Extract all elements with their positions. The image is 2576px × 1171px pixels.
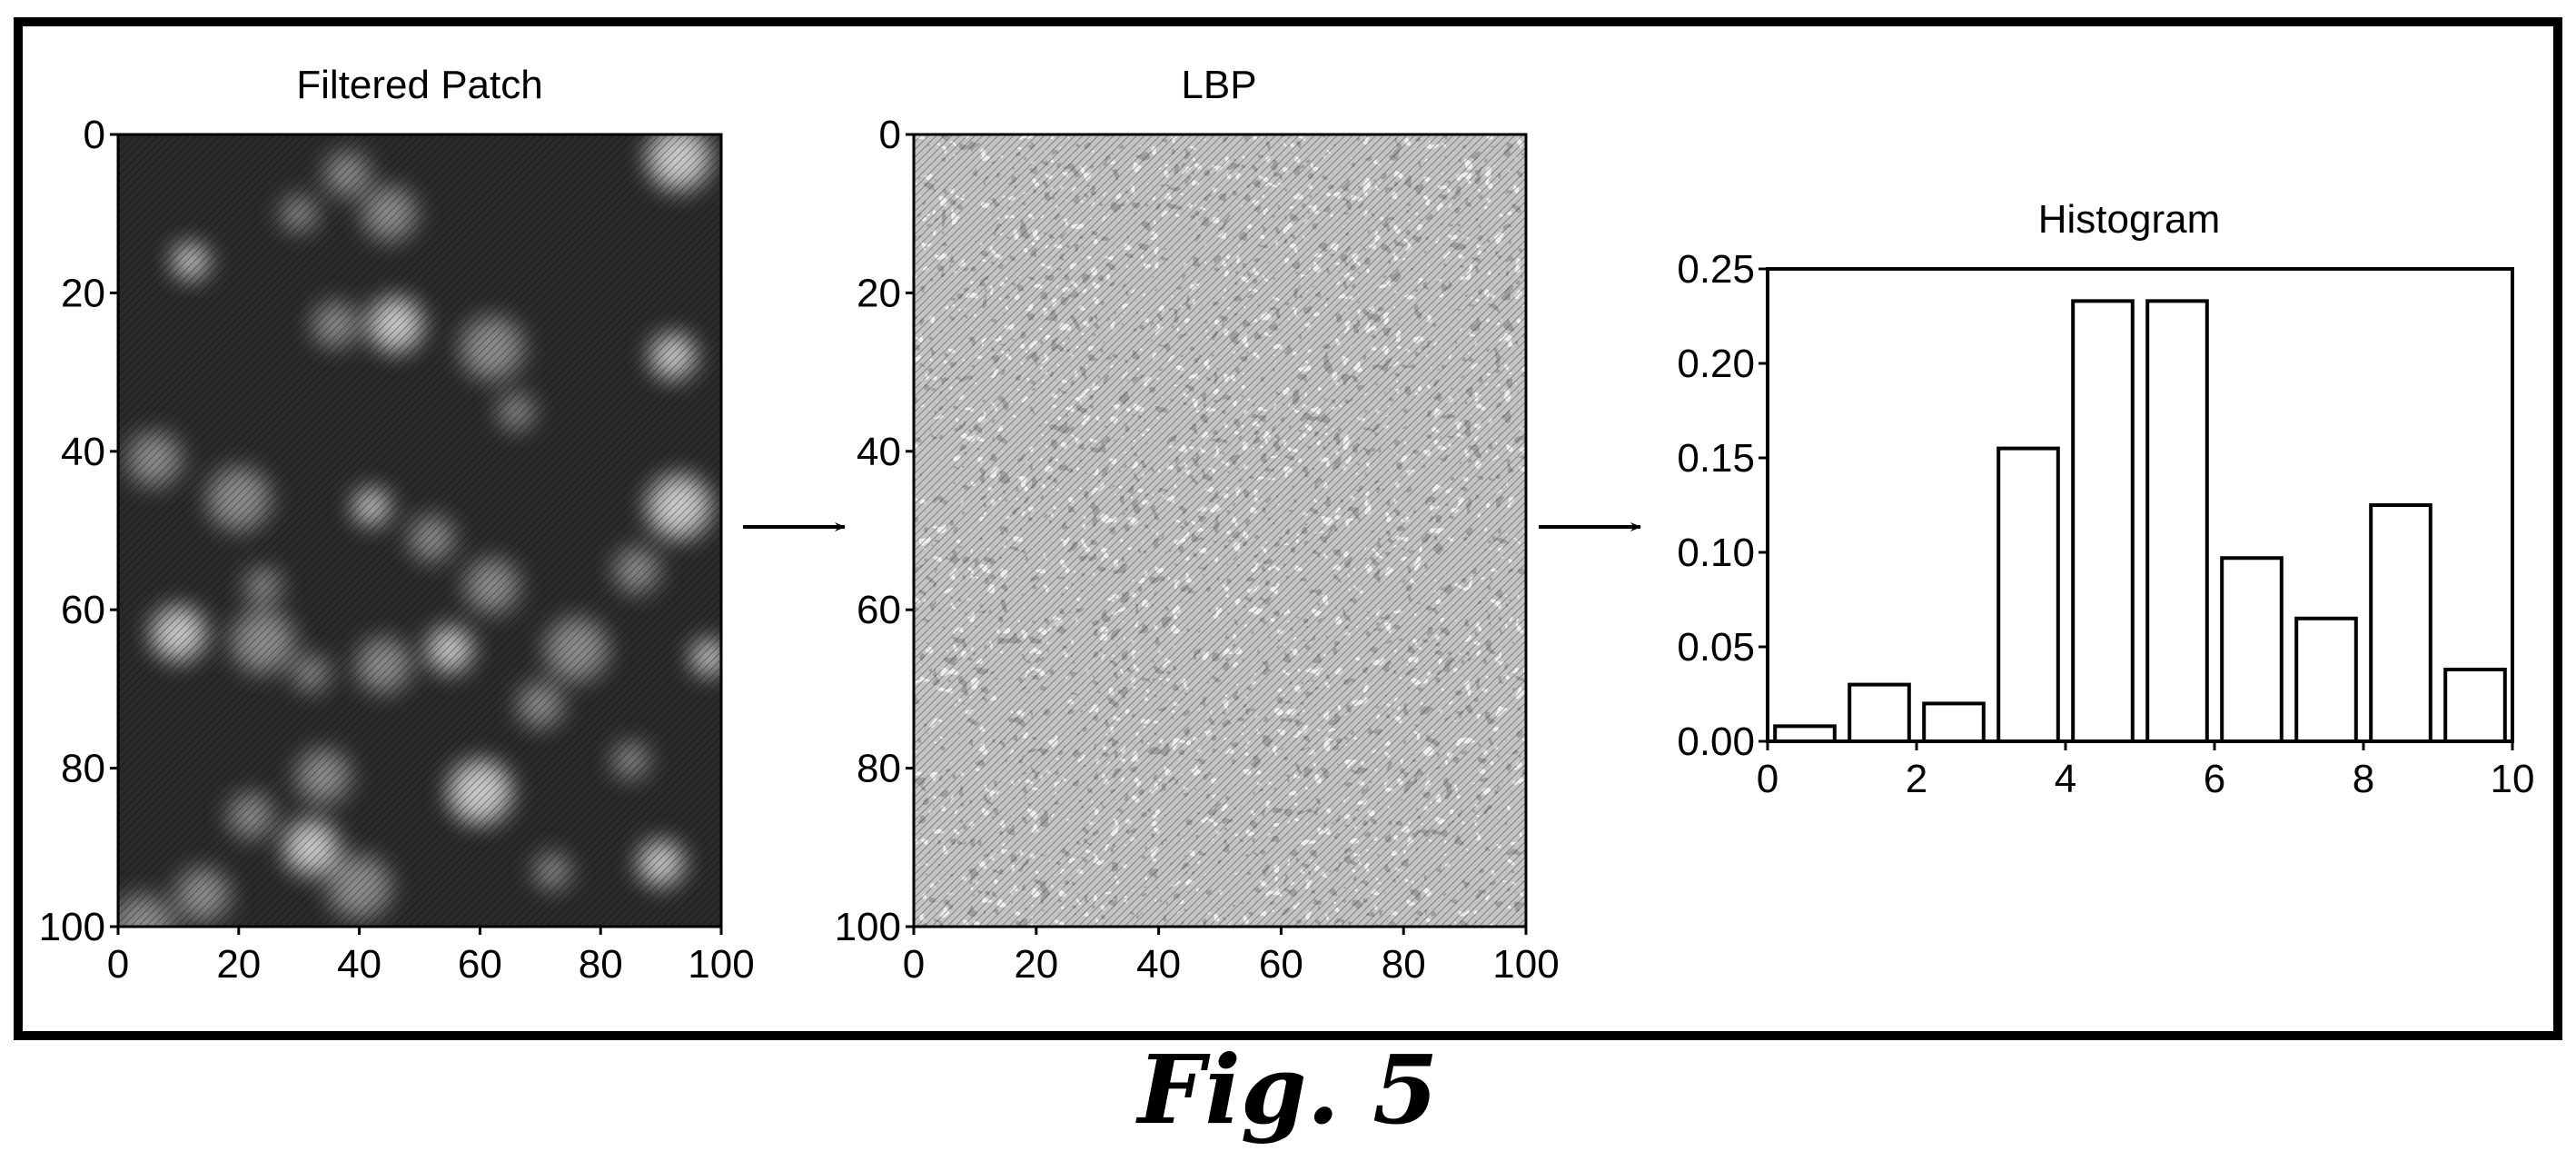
histogram-bar bbox=[1773, 724, 1837, 743]
filtered-patch-title: Filtered Patch bbox=[296, 63, 542, 107]
histogram-bar bbox=[2443, 667, 2507, 744]
histogram-x-tick-label: 10 bbox=[2491, 757, 2535, 801]
lbp-y-tick-label: 60 bbox=[857, 588, 901, 632]
histogram-x-tick-label: 0 bbox=[1757, 757, 1778, 801]
histogram-bar bbox=[2369, 503, 2432, 743]
histogram-x-tick-label: 6 bbox=[2204, 757, 2225, 801]
lbp-title: LBP bbox=[1181, 63, 1256, 107]
histogram-x-tick-label: 4 bbox=[2055, 757, 2076, 801]
filtered-patch-x-tick-label: 0 bbox=[107, 942, 129, 987]
histogram-x-tick-label: 2 bbox=[1906, 757, 1927, 801]
lbp-x-tick-label: 60 bbox=[1259, 942, 1303, 987]
histogram-bar bbox=[2220, 556, 2284, 743]
histogram-y-tick-label: 0.25 bbox=[1677, 247, 1755, 292]
filtered-patch-x-tick-label: 80 bbox=[579, 942, 623, 987]
lbp-x-tick-label: 40 bbox=[1136, 942, 1181, 987]
filtered-patch-x-tick-label: 60 bbox=[458, 942, 502, 987]
lbp-x-tick-label: 0 bbox=[903, 942, 925, 987]
histogram-bar bbox=[1996, 446, 2060, 743]
lbp-panel: LBP 0 20 40 60 80 100 0 20 40 60 80 100 bbox=[835, 63, 1560, 987]
histogram-y-tick-label: 0.20 bbox=[1677, 342, 1755, 386]
lbp-y-tick-label: 100 bbox=[835, 905, 901, 949]
filtered-patch-y-tick-label: 100 bbox=[39, 905, 105, 949]
histogram-title: Histogram bbox=[2038, 197, 2221, 242]
filtered-patch-x-tick-label: 40 bbox=[337, 942, 381, 987]
histogram-bar bbox=[2071, 299, 2135, 743]
histogram-panel: Histogram 0.00 0.05 0.10 0.15 0.20 0.25 0 2 4 6 8… bbox=[1677, 197, 2534, 801]
histogram-y-tick-label: 0.05 bbox=[1677, 625, 1755, 670]
lbp-y-tick-label: 80 bbox=[857, 747, 901, 791]
histogram-bar bbox=[1922, 701, 1986, 744]
filtered-patch-panel: Filtered Patch 0 20 40 60 80 100 0 20 40 60 80 100 bbox=[39, 63, 755, 987]
filtered-patch-y-tick-label: 60 bbox=[61, 588, 105, 632]
filtered-patch-x-tick-label: 100 bbox=[688, 942, 754, 987]
lbp-x-tick-label: 100 bbox=[1492, 942, 1559, 987]
filtered-patch-y-tick-label: 20 bbox=[61, 271, 105, 315]
filtered-patch-y-tick-label: 40 bbox=[61, 430, 105, 474]
lbp-x-tick-label: 20 bbox=[1014, 942, 1058, 987]
histogram-y-tick-label: 0.00 bbox=[1677, 719, 1755, 764]
lbp-y-tick-label: 40 bbox=[857, 430, 901, 474]
filtered-patch-y-tick-label: 0 bbox=[84, 113, 105, 157]
figure-frame bbox=[14, 17, 2562, 1040]
lbp-y-tick-label: 0 bbox=[879, 113, 901, 157]
filtered-patch-x-tick-label: 20 bbox=[216, 942, 261, 987]
figure-caption: Fig. 5 bbox=[1137, 1034, 1439, 1146]
histogram-y-tick-label: 0.10 bbox=[1677, 531, 1755, 575]
histogram-axes-frame bbox=[1766, 267, 2514, 743]
lbp-x-tick-label: 80 bbox=[1382, 942, 1426, 987]
histogram-bar bbox=[2294, 616, 2358, 743]
lbp-y-tick-label: 20 bbox=[857, 271, 901, 315]
filtered-patch-y-tick-label: 80 bbox=[61, 747, 105, 791]
histogram-bar bbox=[1848, 682, 1911, 743]
histogram-bar bbox=[2145, 299, 2209, 743]
histogram-y-tick-label: 0.15 bbox=[1677, 436, 1755, 481]
histogram-x-tick-label: 8 bbox=[2353, 757, 2374, 801]
